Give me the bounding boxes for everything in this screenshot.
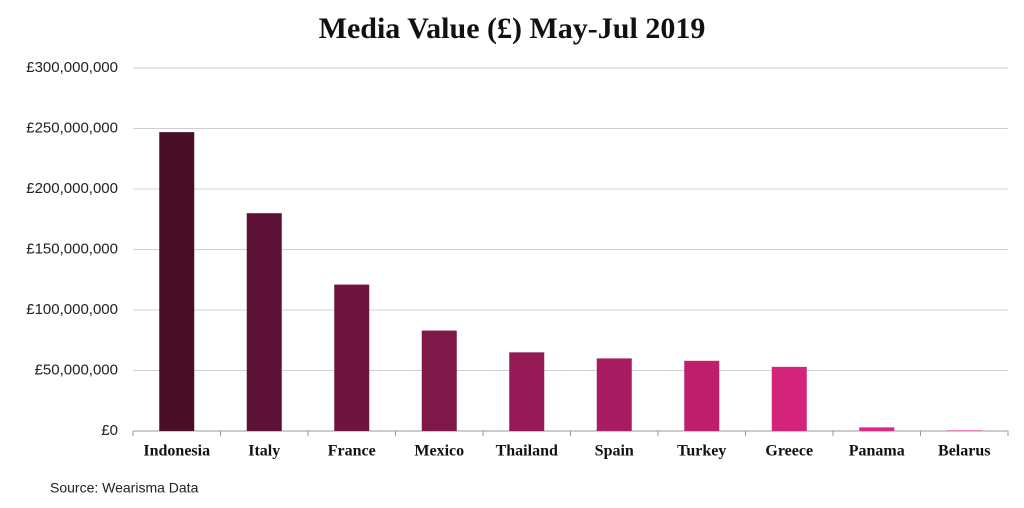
y-tick-label: £300,000,000	[26, 59, 118, 76]
source-note: Source: Wearisma Data	[50, 480, 199, 496]
bar	[246, 213, 282, 431]
x-tick-label: Panama	[849, 443, 905, 460]
chart-title: Media Value (£) May-Jul 2019	[319, 12, 706, 45]
x-tick-label: Mexico	[414, 443, 464, 460]
y-tick-label: £200,000,000	[26, 180, 118, 197]
x-tick-label: Italy	[248, 443, 280, 460]
x-tick-label: Spain	[595, 443, 634, 460]
bar	[509, 352, 545, 431]
y-tick-label: £250,000,000	[26, 119, 118, 136]
x-tick-label: Turkey	[677, 443, 726, 460]
bar	[684, 360, 720, 431]
x-tick-label: Belarus	[938, 443, 990, 460]
bar	[859, 427, 895, 431]
x-tick-label: Indonesia	[143, 443, 210, 460]
y-tick-label: £50,000,000	[35, 361, 118, 378]
bar	[771, 366, 807, 431]
y-tick-label: £100,000,000	[26, 301, 118, 318]
x-tick-label: France	[328, 443, 376, 460]
bar	[596, 358, 632, 431]
bar	[946, 430, 982, 431]
y-tick-label: £0	[101, 422, 118, 439]
bar	[334, 284, 370, 431]
y-tick-label: £150,000,000	[26, 240, 118, 257]
x-tick-label: Greece	[765, 443, 813, 460]
bar	[159, 132, 195, 431]
bar	[421, 330, 457, 431]
x-tick-label: Thailand	[496, 443, 558, 460]
